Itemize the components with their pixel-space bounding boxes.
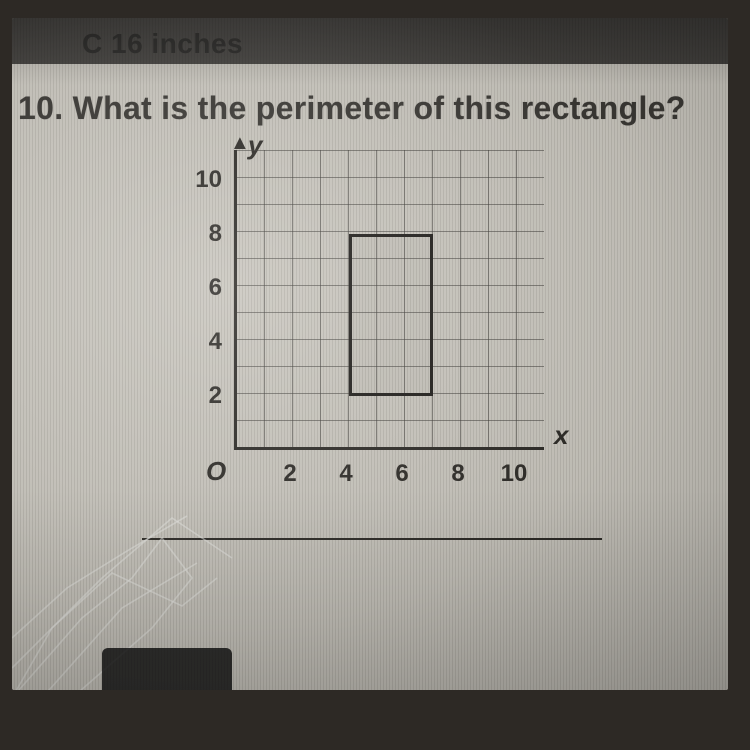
- taskbar-tab: [102, 648, 232, 690]
- screen-crack-decoration: [12, 18, 728, 690]
- tablet-frame: C 16 inches 10. What is the perimeter of…: [0, 0, 750, 750]
- screen: C 16 inches 10. What is the perimeter of…: [12, 18, 728, 690]
